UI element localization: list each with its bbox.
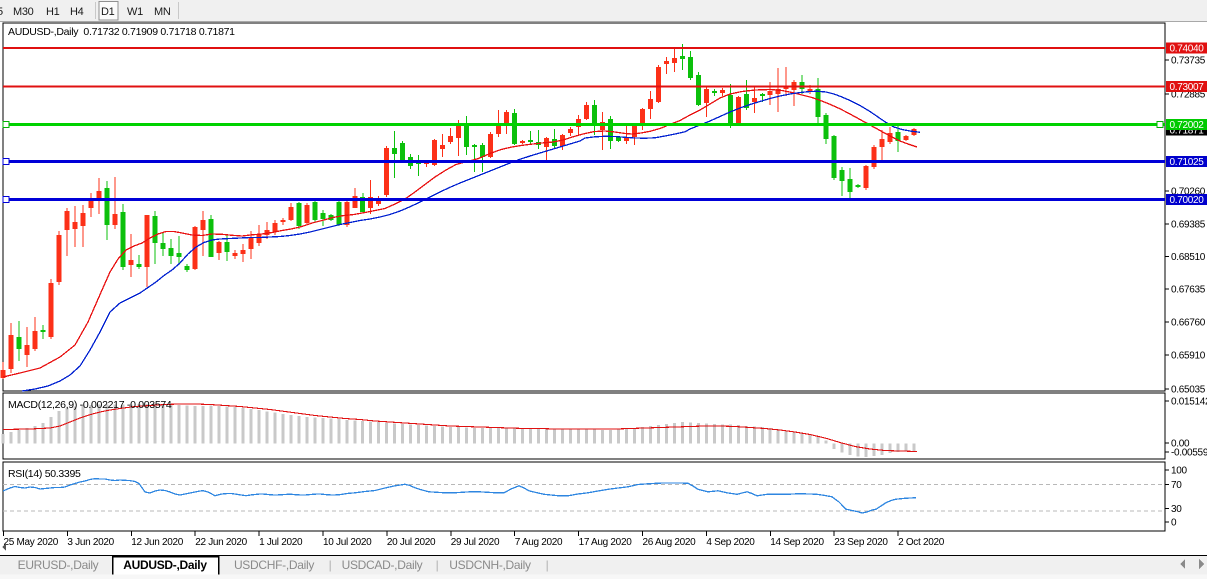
svg-text:0.015142: 0.015142 — [1171, 397, 1207, 408]
svg-text:H1: H1 — [46, 6, 60, 18]
svg-text:17 Aug 2020: 17 Aug 2020 — [579, 537, 633, 548]
svg-text:0.74040: 0.74040 — [1170, 44, 1205, 55]
svg-text:14 Sep 2020: 14 Sep 2020 — [770, 537, 824, 548]
svg-text:25 May 2020: 25 May 2020 — [4, 537, 59, 548]
svg-text:0.65910: 0.65910 — [1171, 351, 1206, 362]
svg-text:0.00: 0.00 — [1171, 439, 1190, 450]
svg-text:0.72885: 0.72885 — [1171, 90, 1206, 101]
svg-text:20 Jul 2020: 20 Jul 2020 — [387, 537, 436, 548]
svg-text:AUDUSD-,Daily 0.71732 0.71909: AUDUSD-,Daily 0.71732 0.71909 0.71718 0.… — [8, 26, 235, 38]
svg-text:EURUSD-,Daily: EURUSD-,Daily — [18, 558, 99, 572]
svg-text:12 Jun 2020: 12 Jun 2020 — [131, 537, 183, 548]
svg-text:0.72002: 0.72002 — [1170, 120, 1205, 131]
svg-text:RSI(14) 50.3395: RSI(14) 50.3395 — [8, 468, 81, 480]
svg-text:AUDUSD-,Daily: AUDUSD-,Daily — [123, 558, 207, 572]
svg-text:|: | — [546, 558, 549, 572]
svg-text:0.73007: 0.73007 — [1170, 82, 1205, 93]
svg-text:MACD(12,26,9) -0.002217 -0.003: MACD(12,26,9) -0.002217 -0.003574 — [8, 399, 172, 411]
svg-text:1 Jul 2020: 1 Jul 2020 — [259, 537, 303, 548]
svg-text:23 Sep 2020: 23 Sep 2020 — [834, 537, 888, 548]
svg-text:70: 70 — [1171, 480, 1182, 491]
svg-text:26 Aug 2020: 26 Aug 2020 — [643, 537, 697, 548]
svg-text:5: 5 — [0, 6, 3, 18]
svg-text:USDCAD-,Daily: USDCAD-,Daily — [342, 558, 423, 572]
svg-text:7 Aug 2020: 7 Aug 2020 — [515, 537, 563, 548]
svg-text:0.71871: 0.71871 — [1170, 126, 1205, 137]
svg-text:22 Jun 2020: 22 Jun 2020 — [195, 537, 247, 548]
svg-text:D1: D1 — [101, 6, 115, 18]
svg-text:0.70020: 0.70020 — [1170, 195, 1205, 206]
svg-text:3 Jun 2020: 3 Jun 2020 — [67, 537, 114, 548]
svg-text:USDCNH-,Daily: USDCNH-,Daily — [449, 558, 531, 572]
svg-text:0.73735: 0.73735 — [1171, 56, 1206, 67]
svg-text:100: 100 — [1171, 466, 1188, 477]
svg-text:10 Jul 2020: 10 Jul 2020 — [323, 537, 372, 548]
svg-text:|: | — [436, 558, 439, 572]
svg-text:0.65035: 0.65035 — [1171, 385, 1206, 396]
svg-text:W1: W1 — [127, 6, 143, 18]
svg-text:MN: MN — [154, 6, 171, 18]
svg-text:0.68510: 0.68510 — [1171, 252, 1206, 263]
svg-text:0: 0 — [1171, 518, 1177, 529]
svg-text:M30: M30 — [13, 6, 34, 18]
svg-text:29 Jul 2020: 29 Jul 2020 — [451, 537, 500, 548]
svg-text:0.70260: 0.70260 — [1171, 187, 1206, 198]
svg-text:0.67635: 0.67635 — [1171, 285, 1206, 296]
svg-text:H4: H4 — [70, 6, 84, 18]
svg-text:0.66760: 0.66760 — [1171, 318, 1206, 329]
svg-text:30: 30 — [1171, 504, 1182, 515]
svg-text:0.69385: 0.69385 — [1171, 220, 1206, 231]
svg-text:|: | — [329, 558, 332, 572]
svg-text:2 Oct 2020: 2 Oct 2020 — [898, 537, 945, 548]
svg-text:USDCHF-,Daily: USDCHF-,Daily — [234, 558, 314, 572]
svg-text:-0.005595: -0.005595 — [1171, 448, 1207, 459]
svg-text:4 Sep 2020: 4 Sep 2020 — [706, 537, 755, 548]
svg-text:0.71025: 0.71025 — [1170, 157, 1205, 168]
